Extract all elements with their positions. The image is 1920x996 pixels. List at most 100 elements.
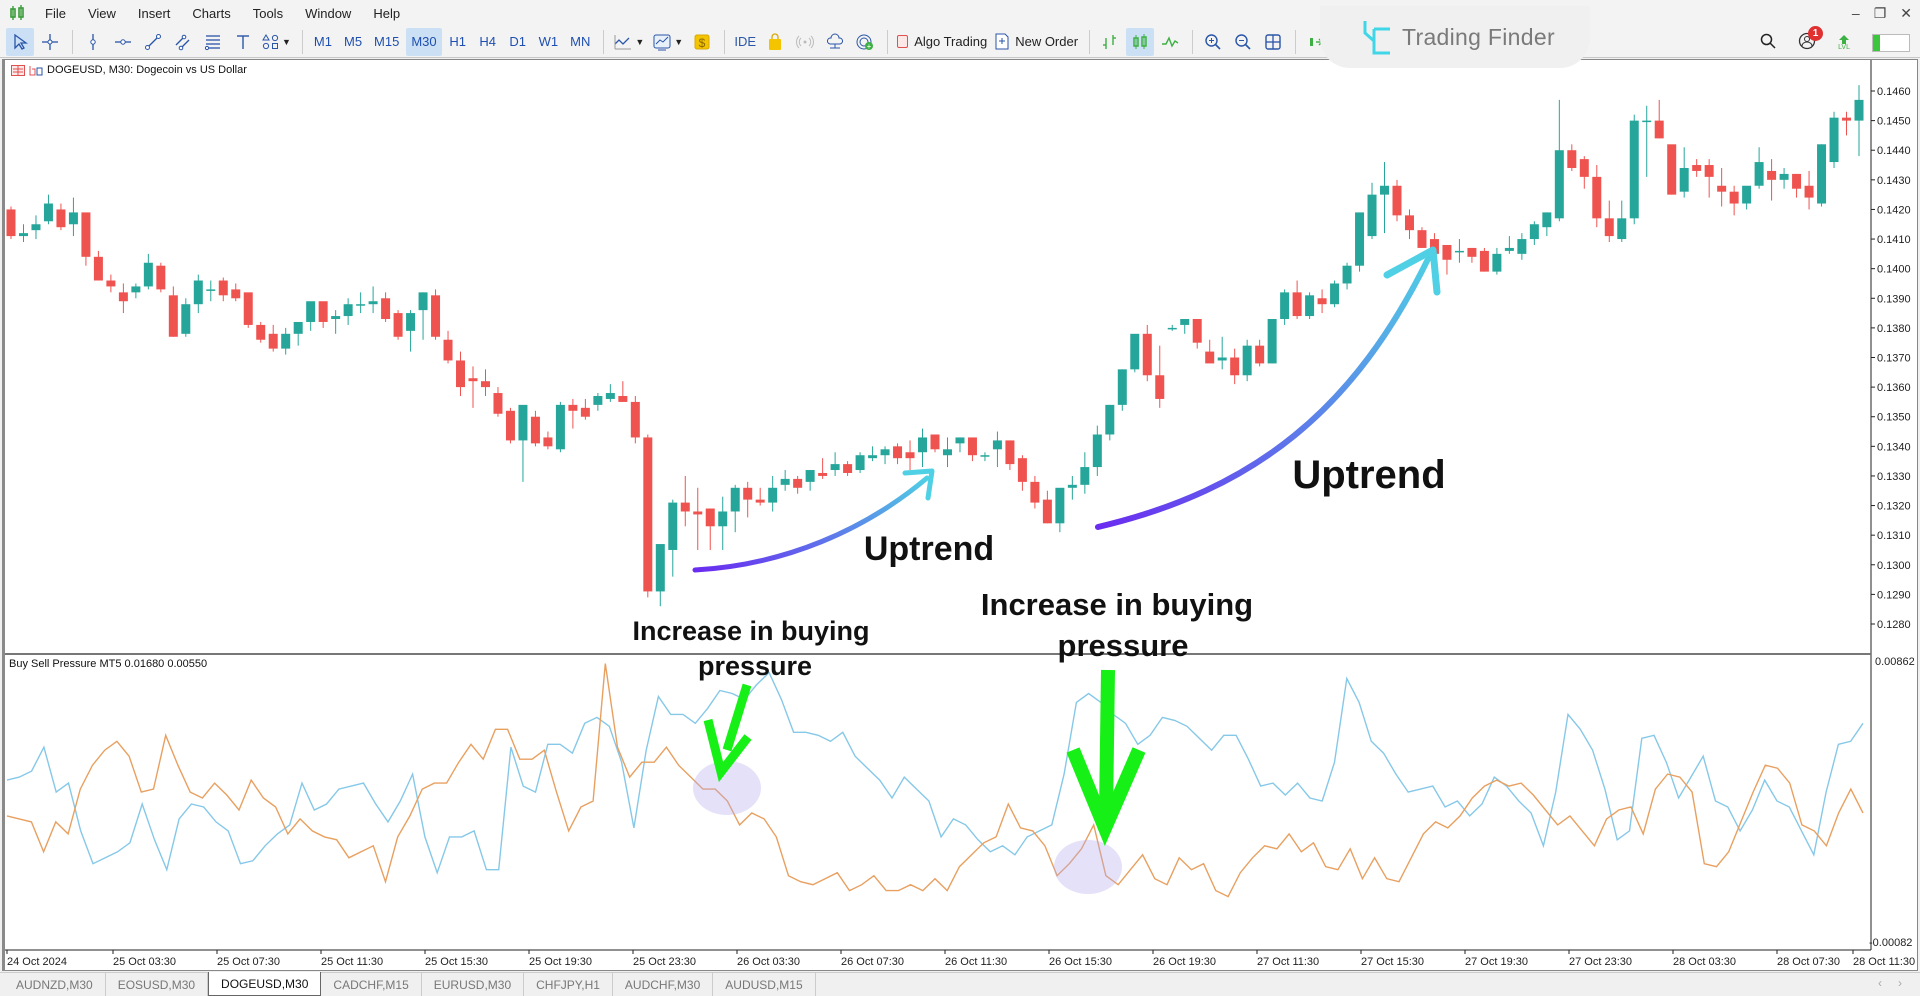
market-button[interactable]: $ (688, 28, 716, 56)
menu-insert[interactable]: Insert (137, 5, 171, 21)
price-chart[interactable]: 0.1460 0.1450 0.1440 0.1430 0.1420 0.1410 0.14… (5, 60, 1918, 970)
svg-text:0.1450: 0.1450 (1877, 116, 1911, 128)
chart-properties-icon[interactable] (29, 65, 43, 76)
channel-button[interactable] (169, 28, 197, 56)
vertical-line-button[interactable] (79, 28, 107, 56)
bar-chart-button[interactable] (1096, 28, 1124, 56)
timeframe-m5[interactable]: M5 (343, 34, 363, 49)
signals-icon (796, 35, 815, 48)
trendline-button[interactable] (139, 28, 167, 56)
search-button[interactable] (1760, 33, 1776, 54)
svg-text:25 Oct 03:30: 25 Oct 03:30 (113, 956, 176, 968)
svg-text:$: $ (699, 36, 706, 50)
vps-button[interactable] (821, 28, 849, 56)
watermark-text: Trading Finder (1402, 23, 1555, 50)
svg-text:27 Oct 15:30: 27 Oct 15:30 (1361, 956, 1424, 968)
zoom-out-button[interactable] (1229, 28, 1257, 56)
algo-trading-button[interactable]: Algo Trading (894, 28, 990, 56)
ide-label: IDE (734, 34, 757, 49)
tab-audchf-m30[interactable]: AUDCHF,M30 (613, 973, 714, 996)
svg-text:25 Oct 11:30: 25 Oct 11:30 (321, 956, 383, 968)
svg-text:0.1400: 0.1400 (1877, 264, 1911, 276)
text-button[interactable] (229, 28, 257, 56)
indicator-title: Buy Sell Pressure MT5 0.01680 0.00550 (9, 658, 208, 670)
svg-text:0.1330: 0.1330 (1877, 471, 1911, 483)
shapes-button[interactable]: ▼ (259, 28, 294, 56)
cursor-button[interactable] (6, 27, 34, 56)
radar-button[interactable]: + (851, 28, 879, 56)
templates-icon (653, 34, 671, 50)
menu-tools[interactable]: Tools (252, 5, 284, 21)
svg-text:25 Oct 23:30: 25 Oct 23:30 (633, 956, 696, 968)
candles-button[interactable] (1126, 27, 1155, 56)
buying-pressure-label-1-line2: pressure (698, 651, 812, 681)
menu-charts[interactable]: Charts (192, 5, 231, 21)
timeframe-h1[interactable]: H1 (449, 34, 466, 49)
uptrend-label-large: Uptrend (1292, 453, 1445, 497)
zoom-in-button[interactable] (1199, 28, 1227, 56)
svg-text:0.1390: 0.1390 (1877, 293, 1911, 305)
algo-trading-icon (897, 35, 909, 48)
new-order-label: New Order (1015, 34, 1079, 49)
timeframe-m1[interactable]: M1 (313, 34, 332, 49)
tab-audnzd-m30[interactable]: AUDNZD,M30 (4, 973, 106, 996)
tab-cadchf-m15[interactable]: CADCHF,M15 (321, 973, 422, 996)
restore-icon[interactable]: ❐ (1873, 4, 1887, 21)
uptrend-label-small: Uptrend (864, 530, 994, 568)
svg-text:0.1350: 0.1350 (1877, 412, 1911, 424)
scroll-left-icon[interactable]: ‹ (1878, 976, 1882, 990)
timeframe-mn[interactable]: MN (570, 34, 591, 49)
menu-bar: File View Insert Charts Tools Window Hel… (0, 0, 1920, 26)
tab-eosusd-m30[interactable]: EOSUSD,M30 (106, 973, 209, 996)
chart-menu-icon[interactable] (11, 64, 25, 76)
horizontal-line-button[interactable] (109, 28, 137, 56)
timeframe-m15[interactable]: M15 (374, 34, 400, 49)
tab-chfjpy-h1[interactable]: CHFJPY,H1 (524, 973, 613, 996)
trendline-icon (145, 33, 161, 50)
bag-button[interactable] (761, 28, 789, 56)
toolbar-separator (887, 29, 889, 54)
level-button[interactable]: LVL (1838, 34, 1850, 52)
close-icon[interactable]: ✕ (1900, 4, 1912, 21)
svg-text:0.1360: 0.1360 (1877, 382, 1911, 394)
dropdown-arrow-icon: ▼ (635, 36, 645, 47)
menu-view[interactable]: View (87, 5, 116, 21)
tab-eurusd-m30[interactable]: EURUSD,M30 (422, 973, 525, 996)
line-chart-icon (1162, 35, 1179, 48)
chart-window[interactable]: DOGEUSD, M30: Dogecoin vs US Dollar Buy … (2, 59, 1918, 971)
crosshair-button[interactable] (36, 28, 64, 56)
menu-file[interactable]: File (45, 5, 66, 21)
line-chart-button[interactable] (1156, 28, 1184, 56)
search-icon (1760, 33, 1776, 49)
timeframe-d1[interactable]: D1 (509, 34, 526, 49)
indicators-button[interactable]: ▼ (610, 28, 647, 56)
svg-text:28 Oct 03:30: 28 Oct 03:30 (1673, 956, 1736, 968)
toolbar-separator (1295, 29, 1297, 54)
menu-window[interactable]: Window (305, 5, 352, 21)
toolbar-separator (1192, 29, 1194, 54)
fibonacci-button[interactable] (199, 28, 227, 56)
svg-text:25 Oct 15:30: 25 Oct 15:30 (425, 956, 488, 968)
tile-button[interactable] (1259, 28, 1287, 56)
signals-button[interactable] (791, 28, 819, 56)
tab-dogeusd-m30[interactable]: DOGEUSD,M30 (208, 972, 322, 996)
minimize-icon[interactable]: – (1851, 5, 1860, 21)
toolbar: ▼ M1 M5 M15 M30 H1 H4 D1 W1 MN ▼ ▼ $ IDE (0, 26, 1920, 58)
timeframe-w1[interactable]: W1 (538, 34, 559, 49)
ide-button[interactable]: IDE (731, 28, 759, 56)
new-order-button[interactable]: New Order (992, 28, 1081, 56)
buying-pressure-label-2: Increase in buying (981, 587, 1253, 622)
templates-button[interactable]: ▼ (649, 28, 686, 56)
notification-badge: 1 (1808, 25, 1824, 41)
scroll-right-icon[interactable]: › (1898, 976, 1902, 990)
radar-icon: + (856, 34, 874, 51)
account-button[interactable]: 1 (1798, 25, 1824, 55)
menu-help[interactable]: Help (373, 5, 401, 21)
svg-text:0.1310: 0.1310 (1877, 530, 1911, 542)
timeframe-m30[interactable]: M30 (406, 27, 442, 56)
timeframe-h4[interactable]: H4 (479, 34, 496, 49)
buying-pressure-label-1: Increase in buying (632, 616, 869, 646)
tab-audusd-m15[interactable]: AUDUSD,M15 (713, 973, 816, 996)
svg-text:0.1420: 0.1420 (1877, 204, 1911, 216)
